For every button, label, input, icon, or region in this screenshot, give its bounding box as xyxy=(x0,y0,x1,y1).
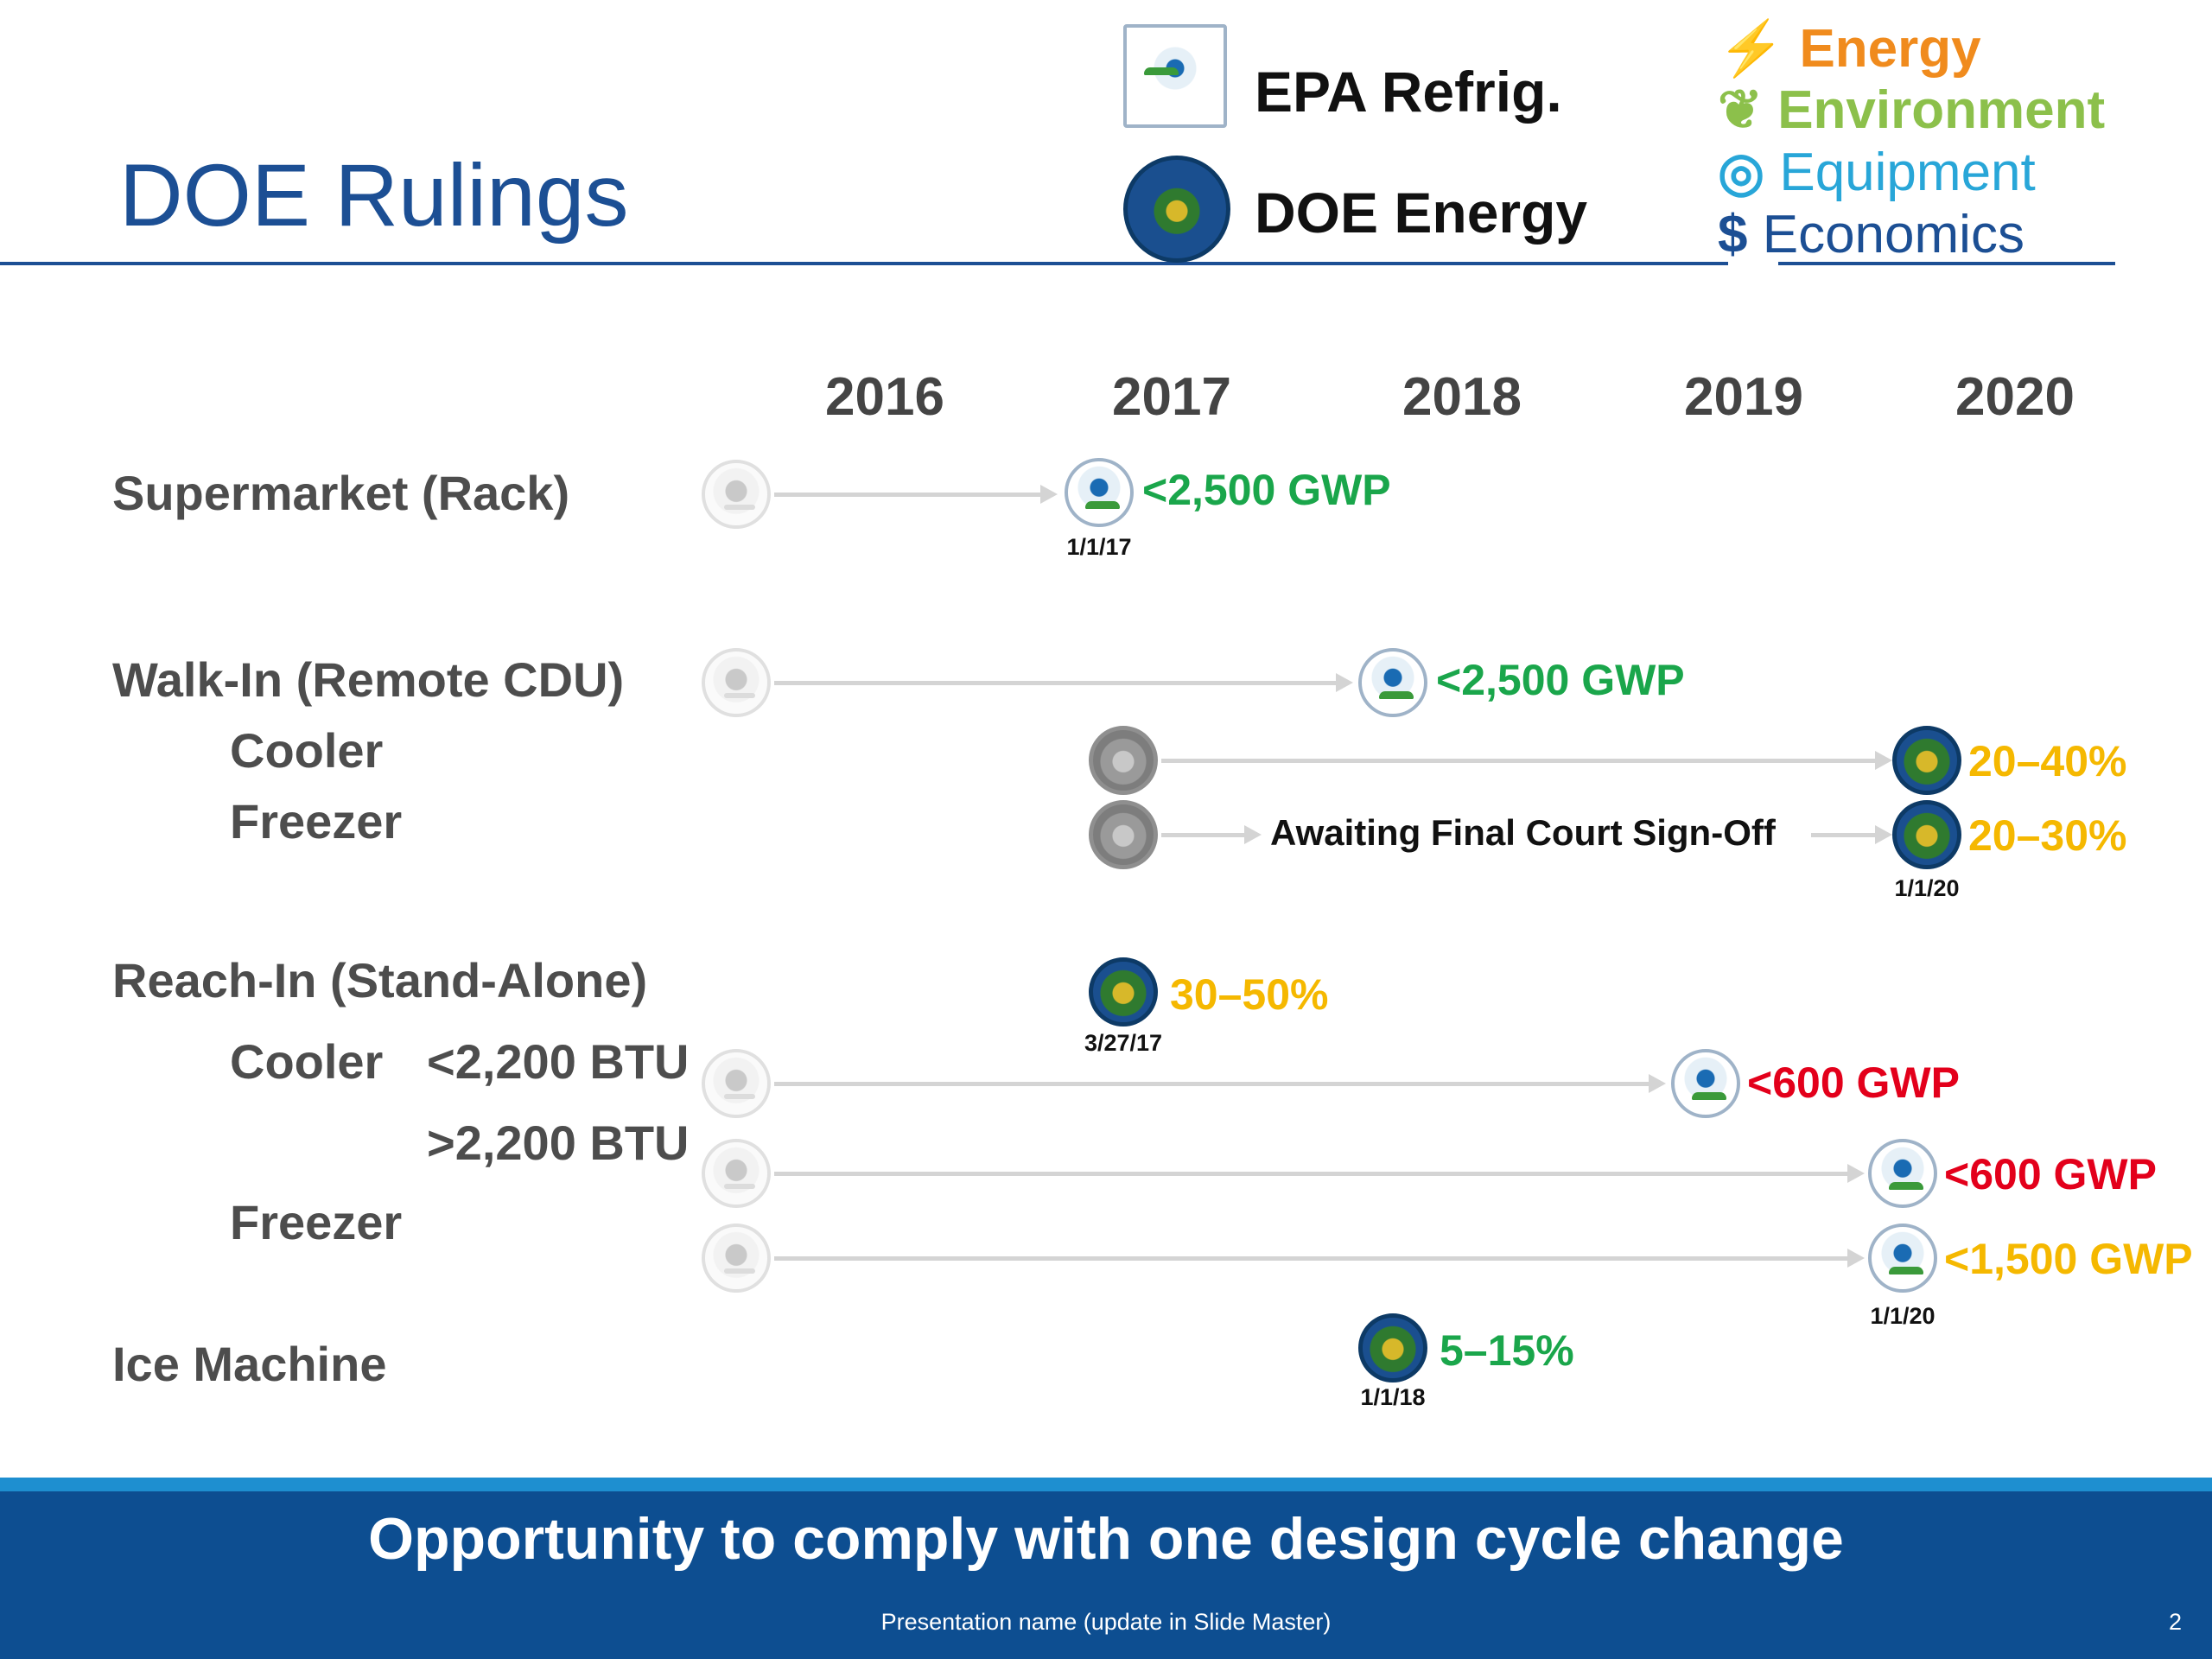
row-walkin-cooler: Cooler xyxy=(230,723,384,778)
epa-faded-seal-icon xyxy=(702,1224,771,1293)
row-ice-machine: Ice Machine xyxy=(112,1337,387,1391)
ice-pct: 5–15% xyxy=(1440,1326,1574,1375)
page-title: DOE Rulings xyxy=(119,146,629,245)
legend-doe-label: DOE Energy xyxy=(1255,181,1588,245)
timeline-arrow-segment xyxy=(1161,825,1262,844)
year-2018: 2018 xyxy=(1402,367,1522,427)
doe-seal-icon xyxy=(1358,1313,1427,1382)
timeline-arrow xyxy=(774,485,1058,504)
page-number: 2 xyxy=(2169,1609,2183,1635)
timeline-arrow xyxy=(774,673,1353,692)
doe-gray-seal-icon xyxy=(1089,726,1158,795)
doe-seal-icon xyxy=(1123,156,1230,263)
row-reachin: Reach-In (Stand-Alone) xyxy=(112,953,648,1007)
epa-faded-seal-icon xyxy=(702,460,771,529)
title-divider-right xyxy=(1778,262,2115,265)
footer xyxy=(0,1491,2212,1659)
btu-high-gwp: <600 GWP xyxy=(1944,1150,2157,1198)
dollar-icon: $ xyxy=(1718,205,1748,264)
epa-seal-icon xyxy=(1868,1224,1937,1293)
timeline-arrow xyxy=(1161,751,1892,770)
epa-faded-seal-icon xyxy=(702,1049,771,1118)
ice-date: 1/1/18 xyxy=(1360,1384,1426,1410)
walkin-freezer-date: 1/1/20 xyxy=(1894,875,1960,901)
lightning-icon: ⚡ xyxy=(1718,19,1785,79)
presentation-name: Presentation name (update in Slide Maste… xyxy=(880,1609,1332,1635)
row-walkin: Walk-In (Remote CDU) xyxy=(112,652,625,707)
title-divider xyxy=(0,262,1728,265)
walkin-freezer-pct: 20–30% xyxy=(1968,811,2127,860)
row-supermarket: Supermarket (Rack) xyxy=(112,466,570,520)
timeline-arrow xyxy=(774,1164,1865,1183)
court-note: Awaiting Final Court Sign-Off xyxy=(1270,812,1776,853)
reachin-doe-date: 3/27/17 xyxy=(1084,1030,1163,1056)
year-2017: 2017 xyxy=(1112,367,1231,427)
epa-seal-icon xyxy=(1065,458,1134,527)
reachin-doe-pct: 30–50% xyxy=(1170,970,1329,1019)
leaf-icon: ❦ xyxy=(1718,80,1763,140)
four-e-environment: ❦ Environment xyxy=(1718,80,2106,140)
epa-faded-seal-icon xyxy=(702,648,771,717)
row-btu-low: <2,200 BTU xyxy=(427,1034,690,1089)
epa-seal-icon xyxy=(1123,24,1227,128)
timeline-arrow xyxy=(1811,825,1892,844)
doe-seal-icon xyxy=(1089,957,1158,1027)
row-btu-high: >2,200 BTU xyxy=(427,1116,690,1170)
four-e-economics: $ Economics xyxy=(1718,205,2024,264)
epa-seal-icon xyxy=(1358,648,1427,717)
timeline-arrow xyxy=(774,1074,1666,1093)
year-2019: 2019 xyxy=(1684,367,1803,427)
spiral-icon: ◎ xyxy=(1718,143,1765,202)
walkin-cooler-pct: 20–40% xyxy=(1968,737,2127,785)
row-reachin-cooler: Cooler xyxy=(230,1034,384,1089)
btu-low-gwp: <600 GWP xyxy=(1747,1058,1960,1107)
year-2016: 2016 xyxy=(825,367,944,427)
year-2020: 2020 xyxy=(1955,367,2075,427)
epa-faded-seal-icon xyxy=(702,1139,771,1208)
freezer-gwp: <1,500 GWP xyxy=(1944,1235,2193,1283)
supermarket-date: 1/1/17 xyxy=(1066,534,1132,560)
timeline-arrow xyxy=(774,1249,1865,1268)
four-e-energy: ⚡ Energy xyxy=(1718,19,1981,79)
footer-accent xyxy=(0,1478,2212,1491)
freezer-date: 1/1/20 xyxy=(1870,1303,1936,1329)
doe-seal-icon xyxy=(1892,726,1961,795)
walkin-gwp: <2,500 GWP xyxy=(1436,656,1685,704)
doe-seal-icon xyxy=(1892,800,1961,869)
legend-epa-label: EPA Refrig. xyxy=(1255,60,1562,124)
epa-seal-icon xyxy=(1868,1139,1937,1208)
row-walkin-freezer: Freezer xyxy=(230,794,403,849)
four-e-equipment: ◎ Equipment xyxy=(1718,143,2036,202)
supermarket-gwp: <2,500 GWP xyxy=(1142,466,1391,514)
row-reachin-freezer: Freezer xyxy=(230,1195,403,1249)
epa-seal-icon xyxy=(1671,1049,1740,1118)
footer-banner: Opportunity to comply with one design cy… xyxy=(368,1506,1844,1572)
doe-gray-seal-icon xyxy=(1089,800,1158,869)
